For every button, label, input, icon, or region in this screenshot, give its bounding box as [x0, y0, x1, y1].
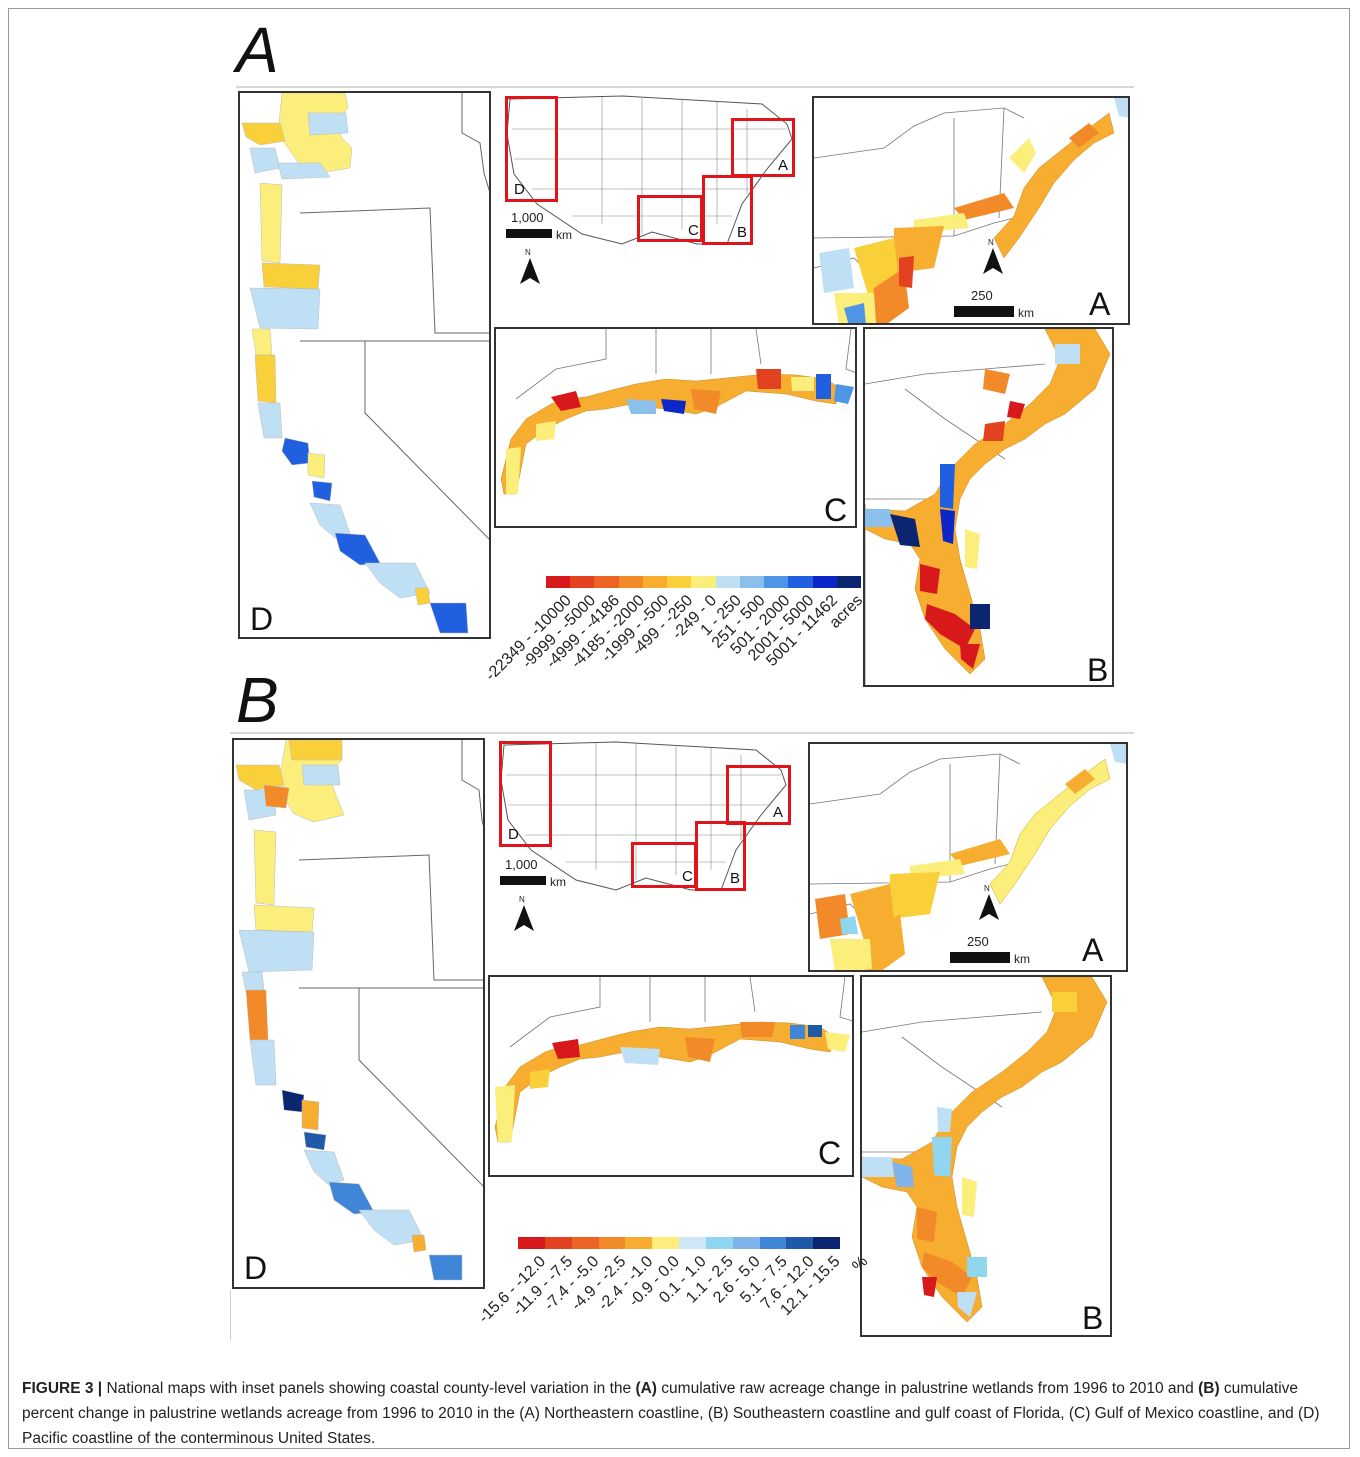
legend-a-swatch [594, 576, 620, 588]
legend-a-swatch [546, 576, 571, 588]
legend-b-swatch [705, 1237, 734, 1249]
southeast-coast-map [865, 329, 1111, 685]
legend-a-swatch [618, 576, 644, 588]
overview-box-c[interactable]: C [637, 195, 703, 242]
figure-b-letter: B [236, 664, 279, 736]
overview-box-d[interactable]: D [505, 96, 558, 202]
panel-label-b-pct: B [1082, 1300, 1104, 1336]
legend-a-swatch [812, 576, 838, 588]
figure-a-rule [236, 86, 1134, 88]
panel-label-c-pct: C [818, 1135, 842, 1171]
panel-label-a: A [1089, 286, 1111, 322]
figure-a-panel-d: D [238, 91, 491, 639]
figure-caption: FIGURE 3 | National maps with inset pane… [22, 1380, 1320, 1447]
legend-b-swatch [571, 1237, 599, 1249]
panel-label-a-pct: A [1082, 932, 1104, 968]
legend-b-swatch [679, 1237, 707, 1249]
northeast-coast-map [814, 98, 1128, 323]
inset-scale-bar: 250 km [954, 288, 1054, 320]
northeast-coast-map-pct [810, 744, 1126, 970]
north-arrow-icon: N [519, 248, 541, 284]
figure-b-panel-c: C [488, 975, 854, 1177]
figure-b-panel-a: N 250 km A [808, 742, 1128, 972]
overview-box-d-pct[interactable]: D [499, 741, 552, 847]
legend-a-swatch [642, 576, 668, 588]
legend-b-swatch [598, 1237, 626, 1249]
overview-scale-bar-pct: 1,000 km [500, 857, 590, 889]
figure-a-legend: -22349 - -10000 -9999 - -5000 -4999 - -418… [482, 576, 866, 696]
overview-box-b-pct[interactable]: B [695, 821, 746, 891]
overview-scale-bar: 1,000 km [506, 210, 596, 242]
panel-label-d: D [250, 601, 274, 637]
figure-a-panel-b: B [863, 327, 1114, 687]
overview-box-c-pct[interactable]: C [631, 842, 697, 888]
legend-a-swatch [667, 576, 692, 588]
legend-b-swatch [625, 1237, 653, 1249]
figure-b-panel-d: D [232, 738, 485, 1289]
figure-b-legend: -15.6 - -12.0 -11.9 - -7.5 -7.4 - -5.0 -4.9… [475, 1237, 871, 1357]
figure-a-letter: A [236, 14, 279, 86]
legend-b-swatch [544, 1237, 573, 1249]
panel-label-c: C [824, 492, 848, 528]
southeast-coast-map-pct [862, 977, 1108, 1323]
figure-frame [8, 8, 1350, 1449]
gulf-coast-map [500, 329, 855, 495]
legend-a-swatch [691, 576, 717, 588]
legend-a-swatch [764, 576, 789, 588]
overview-box-b[interactable]: B [702, 175, 753, 245]
overview-box-a-pct[interactable]: A [726, 765, 791, 825]
legend-a-swatch [788, 576, 814, 588]
legend-a-swatch [739, 576, 765, 588]
figure-b-left-rule [230, 1290, 231, 1340]
legend-a-swatch [570, 576, 595, 588]
caption-figure-label: FIGURE 3 | [22, 1380, 103, 1397]
figure-a-panel-c: C [494, 327, 857, 528]
legend-b-swatch [813, 1237, 841, 1249]
panel-label-d-pct: D [244, 1250, 268, 1286]
overview-box-a[interactable]: A [731, 118, 795, 177]
pacific-coast-map-pct [235, 740, 483, 1281]
legend-a-swatch [836, 576, 862, 588]
legend-b-swatch [732, 1237, 760, 1249]
inset-north-arrow-icon: N [982, 238, 1004, 274]
legend-b-swatch [786, 1237, 814, 1249]
legend-b-swatch [759, 1237, 787, 1249]
gulf-coast-map-pct [494, 977, 852, 1143]
inset-north-arrow-icon-pct: N [978, 884, 1000, 920]
figure-b-panel-b: B [860, 975, 1112, 1337]
legend-b-swatch [652, 1237, 680, 1249]
panel-label-b: B [1087, 652, 1109, 687]
pacific-coast-map [241, 93, 489, 634]
north-arrow-icon-pct: N [513, 895, 535, 931]
figure-b-rule [230, 732, 1134, 734]
legend-b-swatch [518, 1237, 546, 1249]
inset-scale-bar-pct: 250 km [950, 934, 1050, 966]
legend-a-swatch [715, 576, 741, 588]
figure-a-panel-a: N 250 km A [812, 96, 1130, 325]
